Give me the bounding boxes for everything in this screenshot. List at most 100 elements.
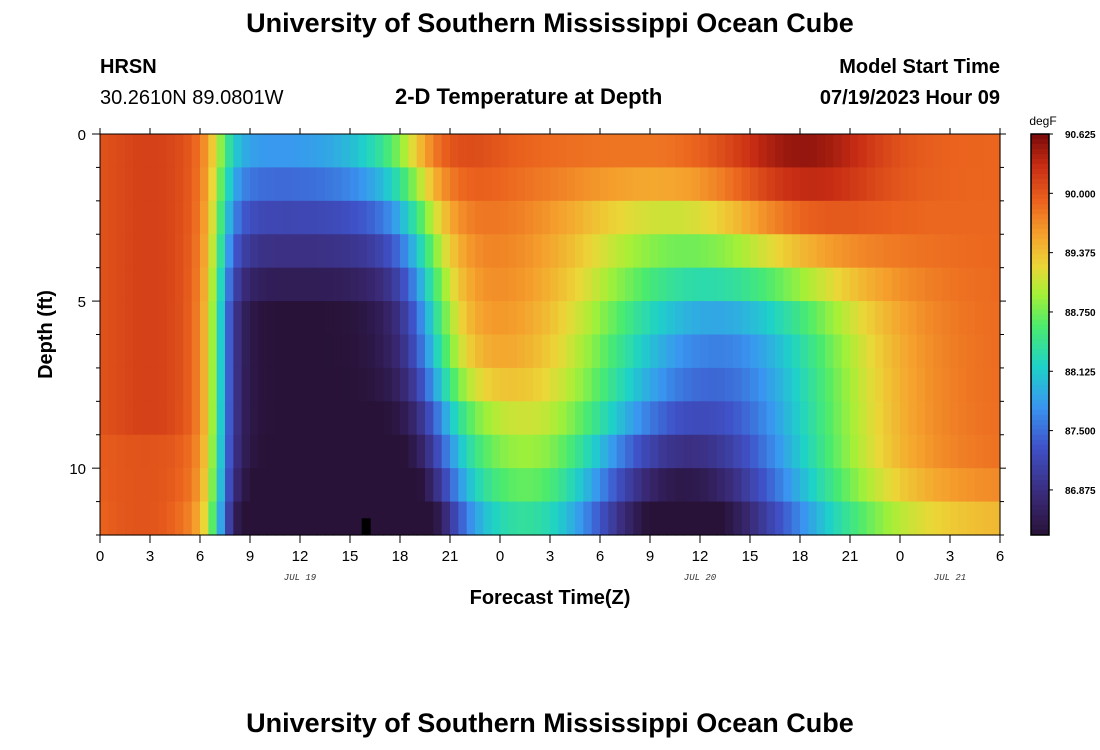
heatmap-cell xyxy=(850,234,859,269)
heatmap-cell xyxy=(500,267,509,302)
heatmap-cell xyxy=(850,167,859,202)
heatmap-cell xyxy=(116,401,126,436)
heatmap-cell xyxy=(391,334,401,369)
heatmap-cell xyxy=(425,167,434,202)
heatmap-cell xyxy=(850,468,859,503)
heatmap-cell xyxy=(950,468,959,503)
heatmap-cell xyxy=(441,334,451,369)
heatmap-cell xyxy=(458,200,468,235)
heatmap-cell xyxy=(575,234,584,269)
heatmap-cell xyxy=(425,134,434,169)
heatmap-cell xyxy=(508,134,518,169)
heatmap-cell xyxy=(675,234,684,269)
heatmap-cell xyxy=(208,134,218,169)
heatmap-cell xyxy=(875,434,884,469)
heatmap-cell xyxy=(475,134,484,169)
heatmap-cell xyxy=(183,334,193,369)
heatmap-cell xyxy=(925,200,934,235)
heatmap-cell xyxy=(908,134,918,169)
heatmap-cell xyxy=(683,501,693,536)
heatmap-cell xyxy=(891,267,901,302)
heatmap-cell xyxy=(433,167,443,202)
heatmap-cell xyxy=(408,134,418,169)
heatmap-cell xyxy=(433,501,443,536)
heatmap-cell xyxy=(550,434,559,469)
heatmap-cell xyxy=(508,401,518,436)
heatmap-cell xyxy=(516,401,526,436)
heatmap-cell xyxy=(866,267,876,302)
heatmap-cell xyxy=(958,401,968,436)
heatmap-cell xyxy=(291,401,301,436)
heatmap-cell xyxy=(566,367,576,402)
heatmap-cell xyxy=(866,134,876,169)
heatmap-cell xyxy=(991,267,1001,302)
footer-title: University of Southern Mississippi Ocean… xyxy=(246,708,854,738)
heatmap-cell xyxy=(466,301,476,336)
heatmap-cell xyxy=(350,501,359,536)
heatmap-cell xyxy=(241,501,251,536)
heatmap-cell xyxy=(441,401,451,436)
colorbar-segment xyxy=(1031,179,1049,185)
heatmap-cell xyxy=(125,401,134,436)
heatmap-cell xyxy=(283,167,293,202)
heatmap-cell xyxy=(758,501,768,536)
heatmap-cell xyxy=(350,401,359,436)
heatmap-cell xyxy=(858,167,868,202)
heatmap-cell xyxy=(233,200,243,235)
heatmap-cell xyxy=(775,334,784,369)
heatmap-cell xyxy=(366,434,376,469)
heatmap-cell xyxy=(775,301,784,336)
heatmap-cell xyxy=(783,367,793,402)
heatmap-cell xyxy=(200,167,209,202)
heatmap-cell xyxy=(483,200,493,235)
heatmap-cell xyxy=(841,134,851,169)
heatmap-cell xyxy=(366,267,376,302)
heatmap-cell xyxy=(308,234,318,269)
heatmap-cell xyxy=(158,267,168,302)
colorbar-segment xyxy=(1031,464,1049,471)
heatmap-cell xyxy=(666,468,676,503)
heatmap-cell xyxy=(125,200,134,235)
heatmap-cell xyxy=(275,267,284,302)
heatmap-cell xyxy=(116,334,126,369)
heatmap-cell xyxy=(525,468,534,503)
heatmap-cell xyxy=(583,200,593,235)
colorbar-segment xyxy=(1031,469,1049,476)
heatmap-cell xyxy=(866,468,876,503)
heatmap-cell xyxy=(450,367,459,402)
heatmap-cell xyxy=(758,401,768,436)
heatmap-cell xyxy=(975,501,984,536)
heatmap-cell xyxy=(150,134,159,169)
heatmap-cell xyxy=(750,501,759,536)
heatmap-cell xyxy=(433,301,443,336)
heatmap-cell xyxy=(133,401,143,436)
heatmap-cell xyxy=(175,200,184,235)
heatmap-cell xyxy=(391,267,401,302)
heatmap-cell xyxy=(708,367,718,402)
heatmap-cell xyxy=(491,267,501,302)
heatmap-cell xyxy=(558,468,568,503)
heatmap-cell xyxy=(558,367,568,402)
heatmap-cell xyxy=(283,234,293,269)
heatmap-cell xyxy=(591,334,601,369)
heatmap-cell xyxy=(750,334,759,369)
heatmap-cell xyxy=(691,200,701,235)
colorbar-segment xyxy=(1031,394,1049,401)
colorbar-segment xyxy=(1031,314,1049,320)
heatmap-cell xyxy=(158,134,168,169)
heatmap-cell xyxy=(191,468,201,503)
heatmap-cell xyxy=(558,200,568,235)
heatmap-cell xyxy=(408,267,418,302)
heatmap-cell xyxy=(566,267,576,302)
heatmap-cell xyxy=(225,367,234,402)
heatmap-cell xyxy=(500,401,509,436)
heatmap-cell xyxy=(158,468,168,503)
heatmap-cell xyxy=(466,434,476,469)
heatmap-cell xyxy=(716,468,726,503)
heatmap-cell xyxy=(208,234,218,269)
heatmap-cell xyxy=(275,200,284,235)
heatmap-cell xyxy=(333,434,343,469)
heatmap-cell xyxy=(675,434,684,469)
colorbar-segment xyxy=(1031,519,1049,526)
heatmap-cell xyxy=(141,301,151,336)
